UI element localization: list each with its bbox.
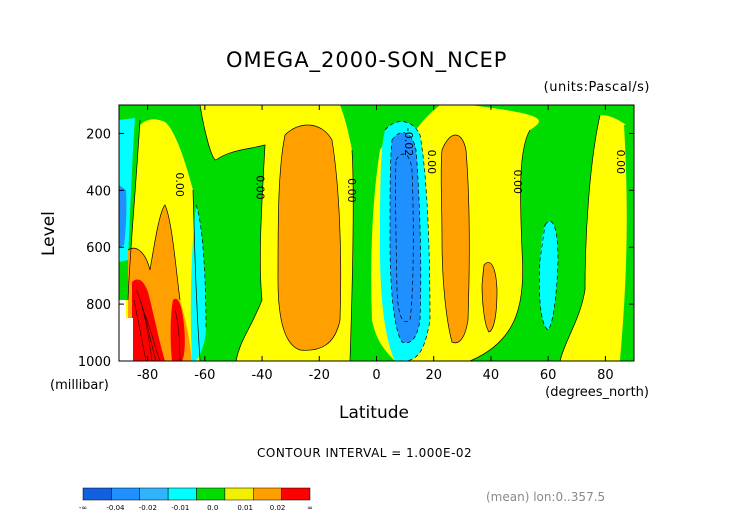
contour-plot-area xyxy=(119,105,634,361)
colorbar-label: -0.02 xyxy=(139,504,157,512)
colorbar: -∞ -0.04 -0.02 -0.01 0.0 0.01 0.02 ∞ xyxy=(79,487,313,512)
mean-longitude-note: (mean) lon:0..357.5 xyxy=(486,490,606,504)
colorbar-label: -∞ xyxy=(79,504,87,512)
units-note: (units:Pascal/s) xyxy=(543,80,650,95)
region-positive-antarctic-red-2 xyxy=(170,298,185,361)
contour-label: -0.02 xyxy=(402,128,415,156)
region-masked-terrain xyxy=(119,300,133,361)
colorbar-label: -0.04 xyxy=(106,504,125,512)
region-positive-sh-subtropic-orange xyxy=(278,124,341,351)
colorbar-swatch xyxy=(196,487,226,501)
x-tick-label: 80 xyxy=(597,368,614,383)
x-tick-label: -20 xyxy=(309,368,330,383)
colorbar-label: -0.01 xyxy=(171,504,189,512)
y-axis-label: Level xyxy=(39,211,59,256)
y-tick-label: 800 xyxy=(86,298,111,313)
colorbar-label: 0.02 xyxy=(270,504,286,512)
region-neutral-band-south xyxy=(119,105,265,361)
contour-label: 0.00 xyxy=(173,172,186,197)
x-tick-label: -60 xyxy=(194,368,215,383)
y-axis: 200 400 600 800 1000 xyxy=(78,127,634,370)
x-axis: -80 -60 -40 -20 0 20 40 60 80 xyxy=(137,105,614,383)
x-tick-label: 60 xyxy=(540,368,557,383)
x-tick-label: 20 xyxy=(425,368,442,383)
colorbar-label: 0.01 xyxy=(237,504,253,512)
x-tick-label: 40 xyxy=(483,368,500,383)
colorbar-swatch xyxy=(281,487,311,501)
contour-label: 0.00 xyxy=(511,170,524,195)
region-negative-east-cyan xyxy=(539,221,558,330)
y-tick-label: 600 xyxy=(86,241,111,256)
contour-lines xyxy=(127,105,601,361)
contour-label-group: 0.00 0.00 0.00 -0.02 0.00 0.00 0.00 xyxy=(173,128,627,203)
y-axis-units: (millibar) xyxy=(50,378,109,393)
x-axis-label: Latitude xyxy=(339,403,409,423)
chart-title: OMEGA_2000-SON_NCEP xyxy=(226,48,508,72)
contour-label: 0.00 xyxy=(425,150,438,175)
x-tick-label: -40 xyxy=(251,368,272,383)
y-tick-label: 200 xyxy=(86,127,111,142)
contour-label: 0.00 xyxy=(614,150,627,175)
region-neutral-east-edge xyxy=(620,125,634,361)
region-negative-west-blue xyxy=(119,185,127,248)
colorbar-swatch xyxy=(167,487,197,501)
y-tick-label: 400 xyxy=(86,184,111,199)
x-tick-label: 0 xyxy=(372,368,380,383)
antarctic-dense-contours xyxy=(133,289,181,361)
contour-interval-note: CONTOUR INTERVAL = 1.000E-02 xyxy=(257,446,473,460)
colorbar-label: 0.0 xyxy=(207,504,218,512)
negative-contour-lines xyxy=(195,121,559,361)
colorbar-swatch xyxy=(139,487,169,501)
contour-label: 0.00 xyxy=(253,175,266,200)
x-axis-units: (degrees_north) xyxy=(545,385,649,400)
y-tick-label: 1000 xyxy=(78,355,111,370)
region-neutral-sw xyxy=(200,270,236,361)
colorbar-label: ∞ xyxy=(307,504,313,512)
region-negative-equator-blue xyxy=(390,132,421,343)
colorbar-swatch xyxy=(82,487,112,501)
region-neutral-top-middle xyxy=(340,105,440,361)
colorbar-swatch xyxy=(253,487,282,501)
colorbar-swatch xyxy=(111,487,140,501)
contour-label: 0.00 xyxy=(345,178,358,203)
region-positive-nh-subtropic-orange xyxy=(441,135,470,343)
region-positive-nh-mid-orange xyxy=(482,262,497,332)
colorbar-swatch xyxy=(224,487,254,501)
x-tick-label: -80 xyxy=(137,368,158,383)
